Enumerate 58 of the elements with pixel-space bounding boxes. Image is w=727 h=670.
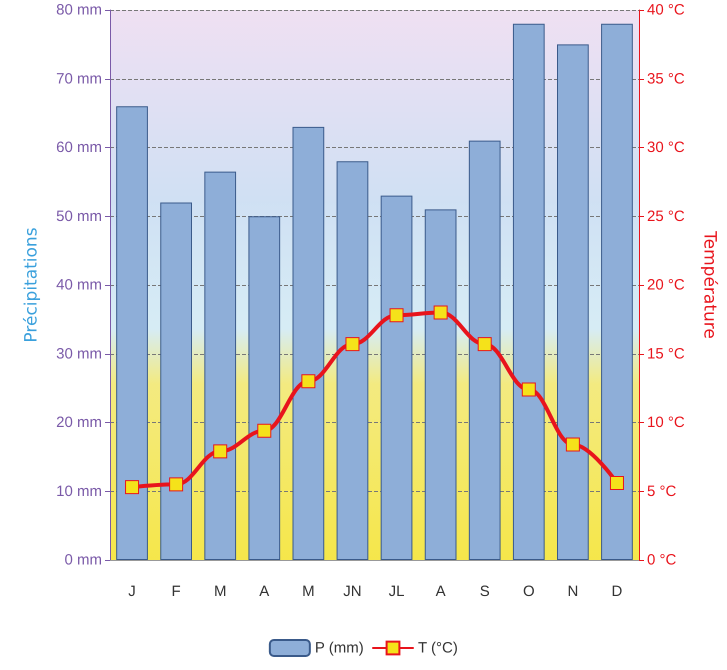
point bbox=[125, 480, 140, 494]
x-tick-label: A bbox=[259, 583, 270, 600]
y-tick-label: 80 mm bbox=[56, 2, 102, 18]
y2-tick-label: 30 °C bbox=[647, 139, 685, 156]
y-tick-label: 10 mm bbox=[56, 482, 102, 500]
bar bbox=[424, 209, 456, 560]
x-tick-label: N bbox=[567, 583, 578, 600]
x-tick-label: O bbox=[522, 583, 535, 600]
bar bbox=[336, 161, 368, 560]
bar bbox=[292, 126, 324, 560]
x-tick-label: M bbox=[214, 583, 226, 600]
point bbox=[522, 382, 536, 396]
x-tick-label: F bbox=[172, 583, 181, 600]
point bbox=[390, 308, 404, 322]
point bbox=[257, 424, 272, 438]
y-axis-title: Précipitations bbox=[22, 227, 42, 343]
x-tick-label: A bbox=[436, 583, 446, 600]
x-tick-label: D bbox=[612, 583, 623, 600]
bar bbox=[248, 216, 280, 560]
legend-label: T (°C) bbox=[418, 640, 458, 656]
x-tick-label: S bbox=[480, 583, 490, 600]
y2-tick-label: 35 °C bbox=[647, 70, 685, 88]
y2-tick-label: 0 °C bbox=[647, 552, 677, 568]
y2-tick-label: 40 °C bbox=[647, 2, 685, 18]
bar bbox=[116, 106, 148, 560]
bar bbox=[557, 44, 589, 560]
y2-axis-title: Température bbox=[700, 230, 720, 339]
y2-tick-label: 10 °C bbox=[647, 414, 685, 431]
x-tick-label: J bbox=[128, 583, 136, 600]
point bbox=[345, 337, 360, 352]
y-tick-label: 0 mm bbox=[64, 552, 102, 568]
point bbox=[610, 476, 624, 490]
point bbox=[301, 374, 316, 388]
bar bbox=[204, 172, 236, 560]
legend-label: P (mm) bbox=[314, 640, 364, 656]
point bbox=[434, 306, 448, 320]
y-tick-label: 70 mm bbox=[56, 70, 102, 88]
bar bbox=[468, 140, 501, 560]
y-tick-label: 30 mm bbox=[56, 345, 102, 362]
y2-tick-label: 25 °C bbox=[647, 208, 685, 225]
point bbox=[478, 337, 492, 352]
point bbox=[169, 477, 184, 492]
point bbox=[566, 438, 580, 452]
y-tick-label: 60 mm bbox=[56, 139, 102, 156]
x-tick-label: JL bbox=[388, 583, 404, 600]
y2-tick-label: 20 °C bbox=[647, 276, 685, 294]
y-tick-label: 40 mm bbox=[56, 276, 102, 294]
bar bbox=[601, 24, 633, 560]
y-tick-label: 50 mm bbox=[56, 208, 102, 225]
bar bbox=[160, 202, 192, 560]
y-tick-label: 20 mm bbox=[56, 414, 102, 431]
point bbox=[213, 444, 228, 458]
bar bbox=[512, 24, 545, 560]
y2-tick-label: 15 °C bbox=[647, 345, 685, 362]
bar bbox=[380, 196, 412, 560]
x-tick-label: JN bbox=[343, 583, 362, 600]
y2-tick-label: 5 °C bbox=[647, 482, 677, 500]
x-tick-label: M bbox=[302, 583, 315, 600]
